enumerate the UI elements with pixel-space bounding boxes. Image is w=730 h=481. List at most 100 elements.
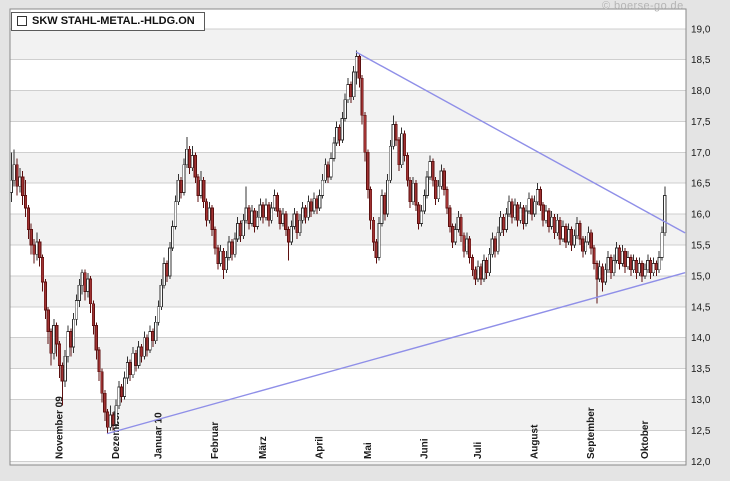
- candle: [77, 279, 81, 307]
- plot-band: [10, 337, 686, 369]
- candle: [371, 217, 376, 252]
- series-marker-icon[interactable]: [17, 16, 27, 27]
- candle: [561, 220, 565, 242]
- candle: [21, 170, 25, 205]
- plot-band: [10, 28, 686, 60]
- candle: [513, 198, 517, 221]
- candle: [391, 115, 395, 150]
- candle: [326, 161, 330, 184]
- month-label: Dezember: [111, 411, 122, 459]
- candle: [646, 254, 650, 273]
- month-label: November 09: [54, 396, 65, 459]
- candle: [63, 350, 67, 388]
- candle: [117, 380, 121, 409]
- candle: [357, 53, 361, 88]
- candle: [162, 257, 166, 289]
- candle: [405, 152, 409, 187]
- candle: [586, 226, 591, 246]
- candle: [236, 217, 240, 242]
- candle: [182, 158, 186, 196]
- candle: [394, 121, 398, 147]
- candle: [207, 201, 212, 224]
- candle: [493, 235, 497, 258]
- candle: [637, 257, 641, 276]
- candle: [349, 81, 353, 103]
- candle: [402, 130, 407, 162]
- candle: [360, 75, 364, 125]
- month-label: März: [258, 436, 269, 459]
- candle: [312, 192, 316, 215]
- candle: [221, 248, 226, 280]
- candle: [541, 201, 545, 227]
- candle: [615, 241, 619, 264]
- plot-band: [10, 399, 686, 431]
- ascending-support-trendline: [106, 272, 686, 435]
- candle: [227, 235, 231, 261]
- candle: [583, 235, 588, 255]
- candle: [352, 65, 356, 100]
- candle: [320, 173, 325, 199]
- candle: [111, 411, 115, 431]
- y-tick-label: 17,0: [691, 148, 711, 159]
- candle: [244, 186, 248, 224]
- candle: [199, 170, 203, 199]
- candle: [213, 226, 217, 255]
- y-tick-label: 12,5: [691, 426, 711, 437]
- candle: [501, 214, 506, 236]
- candle: [120, 384, 124, 403]
- candle: [86, 272, 90, 298]
- candle: [306, 195, 311, 221]
- candle: [335, 121, 339, 147]
- candle: [134, 350, 138, 372]
- month-label: Juli: [473, 442, 484, 459]
- candle: [97, 346, 101, 381]
- candle: [473, 266, 477, 286]
- candle: [567, 223, 571, 246]
- candle: [468, 235, 472, 264]
- candle: [482, 254, 486, 283]
- candle: [346, 78, 350, 103]
- candle: [60, 362, 64, 406]
- candle: [275, 192, 279, 218]
- y-tick-label: 17,5: [691, 117, 711, 128]
- candle: [564, 223, 568, 249]
- candle: [261, 201, 265, 224]
- candle: [558, 217, 562, 246]
- candle: [629, 254, 633, 276]
- candle: [18, 167, 22, 193]
- candle: [69, 328, 73, 357]
- candle: [626, 251, 630, 270]
- candle: [422, 189, 426, 215]
- candle: [397, 136, 401, 171]
- candle: [131, 346, 135, 378]
- candle: [595, 260, 599, 304]
- plot-band: [10, 275, 686, 307]
- candle: [46, 306, 50, 344]
- candle: [301, 201, 305, 224]
- candle: [411, 177, 415, 205]
- month-label: Januar 10: [153, 412, 164, 459]
- candle: [377, 217, 381, 261]
- candle: [533, 195, 537, 218]
- candle: [374, 238, 378, 264]
- y-tick-label: 14,0: [691, 333, 711, 344]
- candle: [547, 207, 551, 233]
- candle: [337, 124, 342, 147]
- candle: [504, 207, 508, 233]
- month-label: April: [315, 436, 326, 459]
- candle: [550, 211, 554, 230]
- candle: [484, 257, 489, 280]
- candle: [154, 316, 158, 344]
- candle: [388, 139, 393, 184]
- candle: [137, 340, 141, 369]
- candle: [281, 207, 285, 227]
- candle: [303, 204, 308, 224]
- candle: [643, 263, 647, 280]
- candle: [623, 248, 627, 273]
- candle: [253, 207, 257, 233]
- candle: [527, 192, 531, 215]
- candle: [383, 192, 387, 221]
- plot-band: [10, 214, 686, 246]
